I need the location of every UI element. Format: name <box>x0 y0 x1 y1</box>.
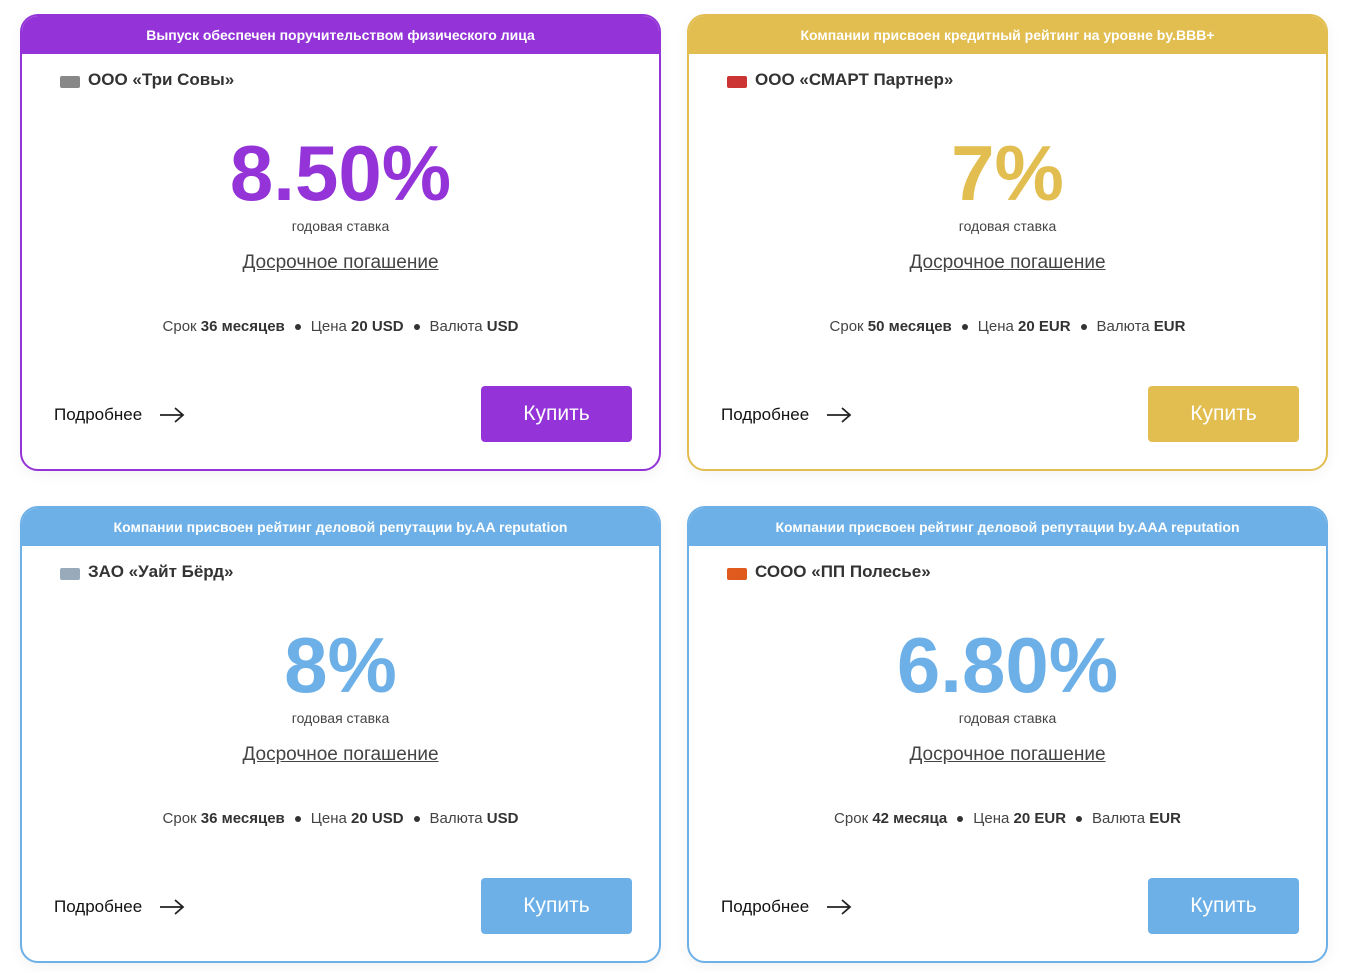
company-logo <box>727 568 747 580</box>
card-banner: Выпуск обеспечен поручительством физичес… <box>22 16 659 54</box>
stat-value: 42 месяца <box>872 810 948 827</box>
rate-caption: годовая ставка <box>291 710 390 726</box>
separator-dot <box>1080 324 1087 331</box>
bond-stats: Срок 36 месяцев Цена 20 USD Валюта USD <box>22 318 659 335</box>
stat-label: Валюта <box>429 318 483 335</box>
rate: 7% <box>951 129 1064 217</box>
bond-card: Компании присвоен кредитный рейтинг на у… <box>687 14 1328 471</box>
details-link[interactable]: Подробнее <box>54 897 143 916</box>
company-name: ЗАО «Уайт Бёрд» <box>88 562 234 581</box>
separator-dot <box>1076 816 1083 823</box>
card-banner: Компании присвоен рейтинг деловой репута… <box>689 508 1326 546</box>
bond-card: Компании присвоен рейтинг деловой репута… <box>20 506 661 963</box>
stat-label: Цена <box>973 810 1010 827</box>
rate: 8% <box>284 621 397 709</box>
company-name: СООО «ПП Полесье» <box>755 562 931 581</box>
stat-label: Цена <box>977 318 1014 335</box>
separator-dot <box>413 816 420 823</box>
separator-dot <box>961 324 968 331</box>
bond-card: Выпуск обеспечен поручительством физичес… <box>20 14 661 471</box>
stat-value: 20 EUR <box>1018 318 1071 335</box>
early-repayment-link[interactable]: Досрочное погашение <box>242 744 439 765</box>
early-repayment-link[interactable]: Досрочное погашение <box>242 252 439 273</box>
stat-label: Срок <box>162 810 197 827</box>
stat-value: USD <box>486 318 519 335</box>
separator-dot <box>294 324 301 331</box>
company-logo <box>60 568 80 580</box>
early-repayment-link[interactable]: Досрочное погашение <box>909 744 1106 765</box>
details-link[interactable]: Подробнее <box>721 405 810 424</box>
rate-caption: годовая ставка <box>958 710 1057 726</box>
arrow-icon <box>160 407 185 423</box>
separator-dot <box>294 816 301 823</box>
company-logo <box>60 76 80 88</box>
rate-caption: годовая ставка <box>958 218 1057 234</box>
stat-label: Валюта <box>1092 810 1146 827</box>
rate: 6.80% <box>896 621 1119 709</box>
separator-dot <box>413 324 420 331</box>
rate: 8.50% <box>229 129 452 217</box>
arrow-icon <box>827 899 852 915</box>
bond-card: Компании присвоен рейтинг деловой репута… <box>687 506 1328 963</box>
buy-button[interactable]: Купить <box>481 386 632 442</box>
card-banner: Компании присвоен рейтинг деловой репута… <box>22 508 659 546</box>
stat-value: 20 EUR <box>1013 810 1067 827</box>
stat-value: EUR <box>1153 318 1186 335</box>
bond-stats: Срок 42 месяца Цена 20 EUR Валюта EUR <box>689 810 1326 827</box>
stat-value: EUR <box>1149 810 1181 827</box>
stat-value: 36 месяцев <box>200 810 285 827</box>
early-repayment-link[interactable]: Досрочное погашение <box>909 252 1106 273</box>
stat-value: 20 USD <box>351 318 404 335</box>
arrow-icon <box>827 407 852 423</box>
stat-label: Валюта <box>429 810 483 827</box>
stat-label: Цена <box>310 810 347 827</box>
company-logo <box>727 76 747 88</box>
buy-button[interactable]: Купить <box>481 878 632 934</box>
arrow-icon <box>160 899 185 915</box>
stat-label: Валюта <box>1096 318 1150 335</box>
rate-caption: годовая ставка <box>291 218 390 234</box>
bond-stats: Срок 50 месяцев Цена 20 EUR Валюта EUR <box>689 318 1326 335</box>
company-name: ООО «Три Совы» <box>88 70 235 89</box>
stat-value: USD <box>486 810 519 827</box>
details-link[interactable]: Подробнее <box>721 897 810 916</box>
buy-button[interactable]: Купить <box>1148 878 1299 934</box>
stat-value: 20 USD <box>351 810 404 827</box>
stat-label: Срок <box>162 318 197 335</box>
bond-stats: Срок 36 месяцев Цена 20 USD Валюта USD <box>22 810 659 827</box>
stat-label: Цена <box>310 318 347 335</box>
company-name: ООО «СМАРТ Партнер» <box>755 70 954 89</box>
separator-dot <box>957 816 964 823</box>
details-link[interactable]: Подробнее <box>54 405 143 424</box>
stat-label: Срок <box>829 318 864 335</box>
stat-value: 50 месяцев <box>867 318 952 335</box>
buy-button[interactable]: Купить <box>1148 386 1299 442</box>
stat-label: Срок <box>834 810 869 827</box>
card-banner: Компании присвоен кредитный рейтинг на у… <box>689 16 1326 54</box>
stat-value: 36 месяцев <box>200 318 285 335</box>
